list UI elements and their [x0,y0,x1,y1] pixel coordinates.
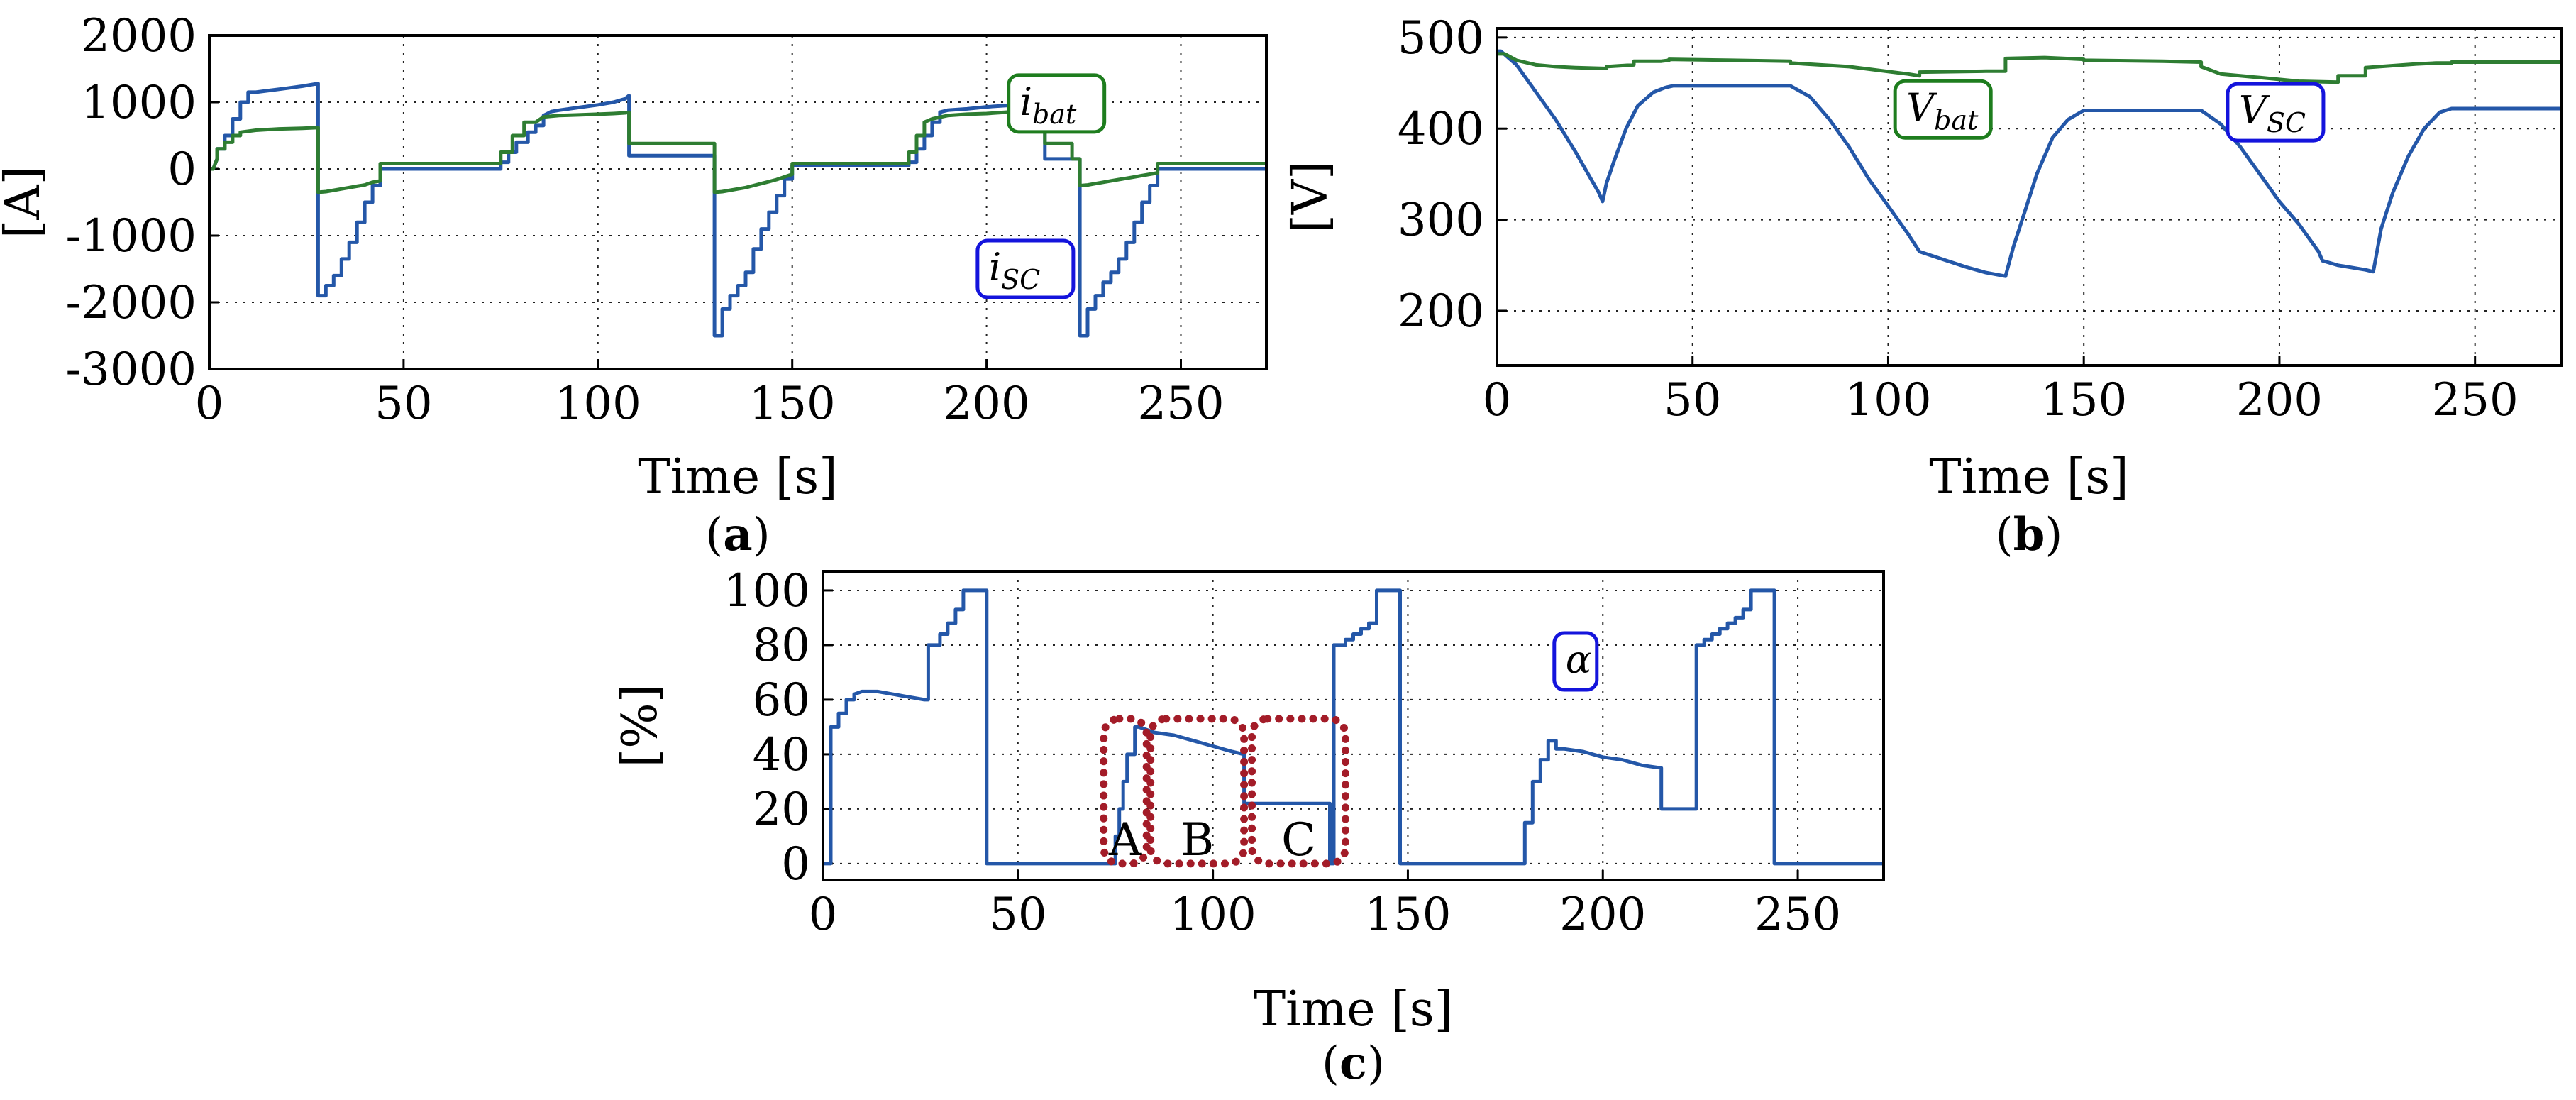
x-tick-label: 250 [2432,374,2519,427]
x-axis-label: Time [s] [638,449,837,505]
panel-label-close: ) [1367,1038,1385,1090]
y-tick-label: 1000 [81,77,197,129]
series-label-badge-i_SC [975,238,1076,299]
series-label-alpha: α [1566,637,1591,682]
y-tick-label: -1000 [66,210,197,263]
panel-label-letter: b [2013,508,2045,561]
x-tick-label: 100 [1170,889,1256,941]
series-line-alpha [823,588,1884,866]
series-label-i_bat: ibat [1020,79,1077,130]
y-tick-label: 20 [753,783,810,836]
region-box-c [1248,715,1350,868]
series-label-badge-i_bat [1007,73,1107,134]
series-label-main: V [1906,85,1937,130]
y-axis-label: [V] [1283,160,1339,233]
panel-label-close: ) [2045,509,2062,561]
series-label-badge-V_bat [1893,79,1993,140]
region-box-a [1100,715,1151,868]
series-label-subscript: SC [2267,107,2306,138]
series-label-badge-V_SC [2226,82,2326,143]
x-axis-label: Time [s] [1254,981,1453,1038]
y-tick-label: -2000 [66,277,197,329]
y-tick-label: 400 [1398,103,1484,155]
series-label-subscript: SC [1001,264,1040,295]
plot-frame [822,570,1885,881]
series-label-main: α [1566,637,1591,682]
x-tick-label: 150 [1364,889,1451,941]
x-tick-label: 0 [809,889,838,941]
y-tick-label: 300 [1398,194,1484,247]
series-group [823,588,1884,866]
x-tick-label: 50 [375,378,432,430]
x-tick-label: 0 [195,378,224,430]
y-tick-label: 0 [781,838,810,891]
panel-label: (b) [1996,508,2063,561]
series-line-i_SC [209,82,1266,338]
y-tick-label: 100 [724,565,810,617]
y-axis-label: [%] [612,684,668,768]
series-label-subscript: bat [1934,104,1979,136]
x-tick-label: 200 [1559,889,1646,941]
series-label-V_bat: Vbat [1906,85,1979,136]
series-label-main: i [989,245,1001,290]
panel-label-open: ( [705,509,723,561]
y-tick-label: 200 [1398,285,1484,338]
series-label-main: i [1020,79,1032,124]
series-line-V_SC [1497,49,2561,278]
series-line-i_bat [209,106,1266,194]
panel-label: (a) [705,508,770,561]
x-axis-label: Time [s] [1929,449,2128,505]
panel-label-open: ( [1996,509,2013,561]
region-label-c: C [1281,814,1316,867]
region-label-b: B [1181,814,1214,867]
x-tick-label: 100 [1845,374,1931,427]
series-label-i_SC: iSC [989,245,1040,295]
x-tick-label: 200 [944,378,1030,430]
panel-label: (c) [1322,1037,1385,1090]
series-label-main: V [2239,88,2270,133]
region-box-b [1146,715,1249,868]
x-tick-label: 150 [2040,374,2127,427]
series-label-V_SC: VSC [2239,88,2306,138]
x-tick-label: 250 [1754,889,1841,941]
y-tick-label: 0 [167,143,197,196]
plot-frame [1496,27,2563,367]
x-tick-label: 250 [1137,378,1224,430]
region-label-a: A [1108,814,1142,867]
panel-label-letter: a [723,508,752,561]
series-label-subscript: bat [1032,99,1077,130]
plot-frame [208,34,1268,370]
x-tick-label: 50 [989,889,1046,941]
y-tick-label: -3000 [66,343,197,396]
panel-label-letter: c [1339,1037,1367,1090]
x-tick-label: 150 [749,378,836,430]
x-tick-label: 100 [555,378,641,430]
y-tick-label: 60 [753,674,810,727]
y-tick-label: 40 [753,729,810,781]
series-group [209,82,1266,338]
x-tick-label: 50 [1664,374,1721,427]
y-tick-label: 80 [753,620,810,672]
x-tick-label: 200 [2236,374,2323,427]
panel-label-open: ( [1322,1038,1339,1090]
series-line-V_bat [1497,52,2561,84]
series-label-badge-alpha [1552,631,1599,692]
series-group [1497,49,2561,278]
x-tick-label: 0 [1483,374,1512,427]
y-axis-label: [A] [0,166,51,238]
chart-panel-a: 0 50 100 150 200 250 2000 1000 0 -1000 -2000 -3000 i… [0,10,1268,561]
y-tick-label: 2000 [81,10,197,62]
y-tick-label: 500 [1398,12,1484,65]
panel-label-close: ) [753,509,770,561]
